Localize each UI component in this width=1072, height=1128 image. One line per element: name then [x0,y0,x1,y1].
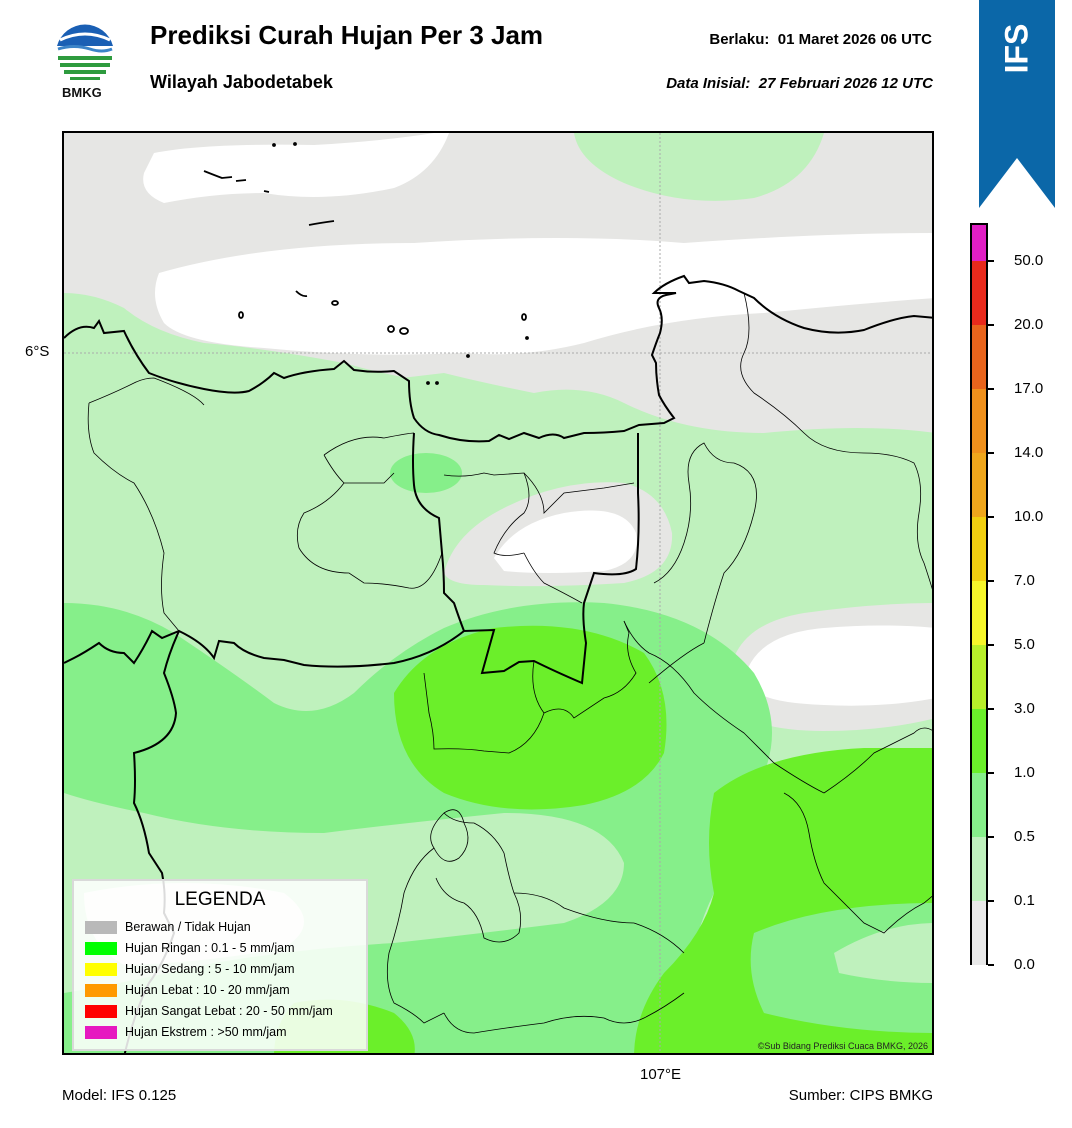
colorbar-tick [988,964,994,966]
valid-label: Berlaku: [709,31,770,48]
colorbar-tick [988,644,994,646]
colorbar-tick [988,836,994,838]
legend-item-light: Hujan Ringan : 0.1 - 5 mm/jam [85,940,295,956]
colorbar-label: 0.0 [1014,956,1035,973]
legend-swatch [85,920,117,934]
colorbar-label: 5.0 [1014,636,1035,653]
colorbar-segment [972,773,986,837]
valid-value: 01 Maret 2026 06 UTC [777,31,932,48]
colorbar-tick [988,580,994,582]
ifs-banner [979,0,1055,208]
colorbar-label: 10.0 [1014,508,1044,525]
legend-item-very-heavy: Hujan Sangat Lebat : 20 - 50 mm/jam [85,1003,333,1019]
colorbar-segment [972,581,986,645]
legend-swatch [85,983,117,997]
colorbar-tick [988,324,994,326]
logo-text: BMKG [62,85,102,100]
lon-label: 107°E [640,1066,682,1083]
lat-label: 6°S [25,343,50,360]
map-copyright: ©Sub Bidang Prediksi Cuaca BMKG, 2026 [757,1041,928,1051]
legend-item-cloudy: Berawan / Tidak Hujan [85,919,251,935]
colorbar-label: 0.1 [1014,892,1035,909]
init-value: 27 Februari 2026 12 UTC [758,75,933,92]
colorbar-segment [972,325,986,389]
legend-label: Hujan Sedang : 5 - 10 mm/jam [125,962,295,976]
colorbar-label: 14.0 [1014,444,1044,461]
colorbar-segment [972,453,986,517]
legend-title: LEGENDA [174,889,266,910]
legend-label: Berawan / Tidak Hujan [125,920,251,934]
init-label: Data Inisial: [666,75,751,92]
source-label: Sumber: CIPS BMKG [788,1087,933,1104]
colorbar-label: 50.0 [1014,252,1044,269]
ifs-label: IFS [998,23,1035,74]
legend-label: Hujan Ekstrem : >50 mm/jam [125,1025,287,1039]
legend-label: Hujan Lebat : 10 - 20 mm/jam [125,983,290,997]
colorbar-label: 0.5 [1014,828,1035,845]
model-label: Model: IFS 0.125 [62,1087,177,1104]
legend-swatch [85,1004,117,1018]
colorbar-segment [972,645,986,709]
bmkg-logo-icon [55,23,115,83]
legend-swatch [85,1025,117,1039]
colorbar-tick [988,772,994,774]
legend-item-extreme: Hujan Ekstrem : >50 mm/jam [85,1024,287,1040]
colorbar-tick [988,708,994,710]
legend-label: Hujan Sangat Lebat : 20 - 50 mm/jam [125,1004,333,1018]
legend-swatch [85,962,117,976]
colorbar-tick [988,388,994,390]
colorbar-label: 3.0 [1014,700,1035,717]
map-legend: LEGENDA Berawan / Tidak Hujan Hujan Ring… [72,879,368,1051]
colorbar-segment [972,709,986,773]
colorbar-segment [972,517,986,581]
colorbar-segment [972,901,986,965]
colorbar-tick [988,452,994,454]
page-title: Prediksi Curah Hujan Per 3 Jam [150,20,544,50]
colorbar [970,223,988,965]
colorbar-segment [972,837,986,901]
page-subtitle: Wilayah Jabodetabek [150,72,333,92]
colorbar-label: 1.0 [1014,764,1035,781]
rainfall-map: LEGENDA Berawan / Tidak Hujan Hujan Ring… [62,131,934,1055]
legend-item-heavy: Hujan Lebat : 10 - 20 mm/jam [85,982,290,998]
legend-item-moderate: Hujan Sedang : 5 - 10 mm/jam [85,961,295,977]
legend-swatch [85,941,117,955]
colorbar-segment [972,225,986,261]
legend-label: Hujan Ringan : 0.1 - 5 mm/jam [125,941,295,955]
colorbar-segment [972,389,986,453]
colorbar-label: 20.0 [1014,316,1044,333]
colorbar-tick [988,900,994,902]
colorbar-segment [972,261,986,325]
init-time: Data Inisial: 27 Februari 2026 12 UTC [666,75,933,92]
colorbar-label: 7.0 [1014,572,1035,589]
colorbar-label: 17.0 [1014,380,1044,397]
colorbar-tick [988,516,994,518]
colorbar-tick [988,260,994,262]
valid-time: Berlaku: 01 Maret 2026 06 UTC [709,31,932,48]
